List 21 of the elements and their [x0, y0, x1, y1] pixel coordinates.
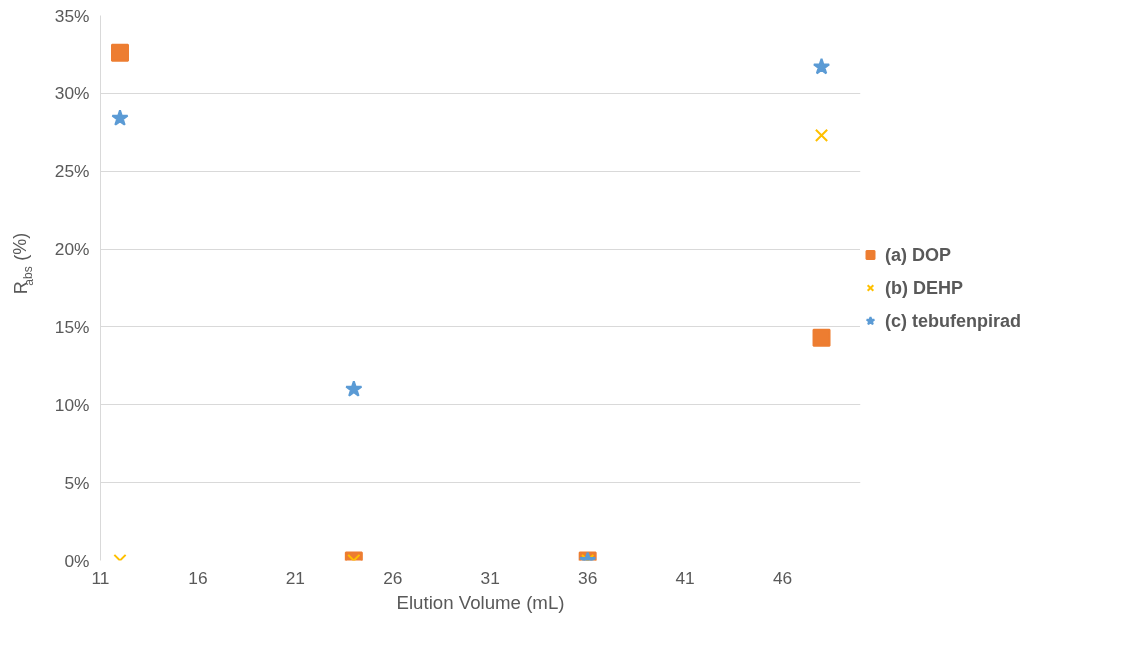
legend-label: (c) tebufenpirad: [885, 310, 1022, 331]
y-tick-label: 30%: [54, 83, 90, 104]
y-tick-label: 20%: [54, 239, 90, 260]
y-tick-label: 35%: [54, 5, 90, 26]
x-axis-title: Elution Volume (mL): [396, 591, 565, 613]
y-tick-label: 5%: [64, 472, 90, 493]
x-tick-label: 31: [480, 567, 500, 588]
y-axis-title: Rabs (%): [10, 232, 36, 295]
y-tick-label: 10%: [54, 394, 90, 415]
x-tick-label: 41: [675, 567, 695, 588]
x-tick-label: 16: [188, 567, 208, 588]
legend-label: (a) DOP: [885, 244, 952, 265]
x-tick-label: 11: [91, 567, 110, 588]
y-tick-label: 15%: [54, 316, 90, 337]
x-tick-label: 26: [383, 567, 403, 588]
x-tick-label: 21: [285, 567, 306, 588]
x-tick-label: 46: [772, 567, 793, 588]
x-tick-label: 36: [578, 567, 598, 588]
y-tick-label: 0%: [64, 550, 90, 571]
legend-label: (b) DEHP: [885, 277, 963, 298]
y-tick-label: 25%: [54, 161, 90, 182]
